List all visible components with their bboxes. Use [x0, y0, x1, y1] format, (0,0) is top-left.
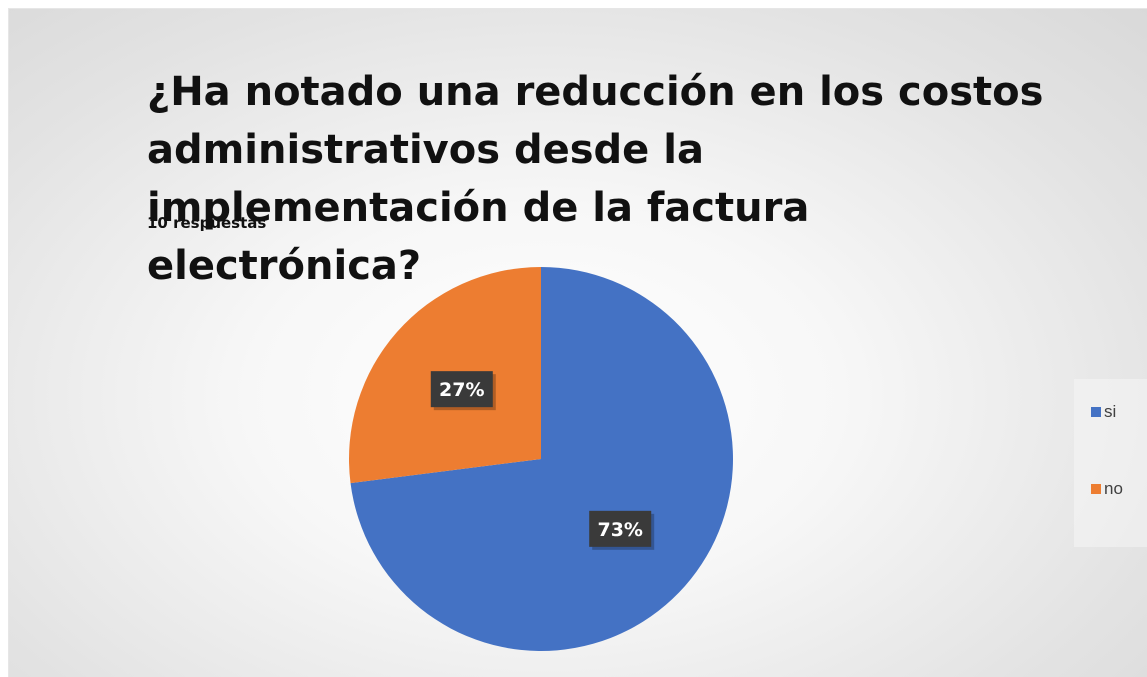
legend-label-si: si: [1104, 402, 1117, 421]
legend-swatch-no: [1091, 484, 1101, 494]
data-label-si: 73%: [589, 510, 655, 550]
data-label-no: 27%: [430, 371, 496, 411]
data-label-box: [589, 510, 652, 547]
legend-swatch-si: [1091, 407, 1101, 417]
legend-item-no: no: [1091, 479, 1123, 499]
legend-item-si: si: [1091, 402, 1116, 422]
legend: si no: [1074, 379, 1147, 547]
chart-area: 73% 27% ¿Ha notado una reducción en los c…: [8, 8, 1147, 677]
chart-subtitle: 10 respuestas: [147, 214, 267, 232]
legend-label-no: no: [1104, 479, 1123, 498]
pie-chart: 73% 27%: [348, 267, 733, 652]
chart-title: ¿Ha notado una reducción en los costos a…: [147, 69, 1044, 289]
data-label-text: 27%: [439, 379, 484, 401]
data-label-box: [430, 371, 493, 408]
pie-slice-si: [350, 267, 733, 652]
data-label-text: 73%: [597, 519, 642, 541]
